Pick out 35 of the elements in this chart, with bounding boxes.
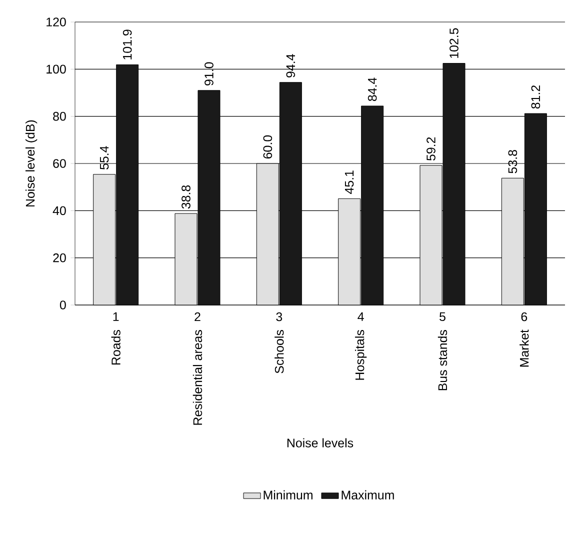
x-tick-label: Hospitals (355, 330, 367, 380)
y-tick-label: 120 (46, 18, 66, 26)
text: 2 (194, 312, 200, 322)
data-label: 38.8 (182, 185, 190, 209)
y-axis-title: Noise level (dB) (26, 120, 38, 206)
y-tick-label: 80 (53, 112, 66, 121)
text: 3 (276, 312, 282, 322)
x-tick-label: Residential areas (192, 330, 202, 425)
data-label: 84.4 (368, 78, 377, 102)
data-label: 94.4 (286, 54, 296, 78)
data-label: 102.5 (450, 28, 458, 58)
data-label: 60.0 (263, 135, 272, 158)
x-axis-title: Noise levels (287, 438, 354, 448)
text: 1 (113, 312, 119, 321)
y-tick-label: 60 (53, 159, 66, 168)
text: 5 (440, 312, 446, 322)
data-label: 59.2 (426, 137, 436, 160)
data-label: 81.2 (531, 85, 540, 109)
x-tick-label: Bus stands (438, 330, 448, 390)
legend-label: Minimum (264, 490, 312, 500)
text: 4 (358, 312, 364, 321)
y-tick-label: 20 (53, 253, 66, 262)
data-label: 53.8 (508, 150, 518, 174)
x-tick-label: Roads (111, 330, 120, 365)
y-tick-label: 0 (60, 300, 66, 310)
x-tick-label: Market (520, 330, 529, 367)
data-label: 101.9 (122, 30, 132, 60)
legend-label: Maximum (342, 490, 394, 500)
data-label: 45.1 (344, 170, 354, 194)
data-label: 91.0 (204, 62, 214, 86)
y-tick-label: 40 (52, 206, 66, 216)
text: 6 (521, 312, 528, 322)
x-tick-label: Schools (274, 330, 284, 374)
data-label: 55.4 (100, 146, 109, 170)
y-tick-label: 100 (46, 64, 66, 74)
